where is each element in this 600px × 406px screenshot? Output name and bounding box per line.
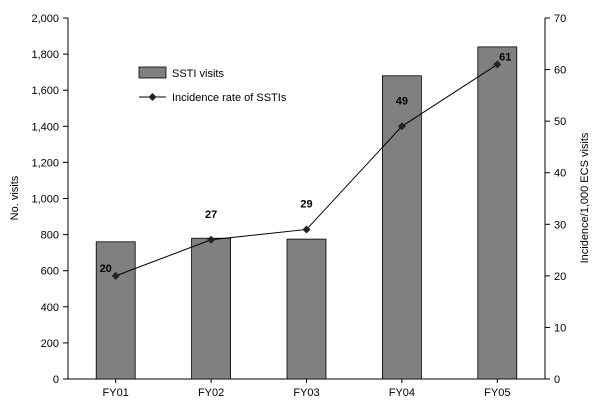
left-tick-label: 1,400: [31, 121, 59, 133]
data-label-fy04: 49: [396, 95, 408, 107]
left-tick-label: 200: [41, 338, 59, 350]
bars-group: [95, 46, 518, 380]
x-tick-label-fy04: FY04: [389, 387, 415, 399]
bar-fy03: [286, 238, 327, 380]
right-tick-label: 50: [554, 116, 566, 128]
bar-fy04: [381, 75, 422, 380]
line-marker-fy02: [207, 235, 216, 244]
right-tick-label: 20: [554, 271, 566, 283]
right-axis-title: Incidence/1,000 ECS visits: [579, 132, 591, 263]
left-tick-label: 600: [41, 266, 59, 278]
line-group: [111, 60, 502, 280]
data-label-fy01: 20: [100, 263, 112, 275]
legend: SSTI visits Incidence rate of SSTIs: [138, 66, 287, 104]
left-tick-label: 0: [53, 374, 59, 386]
line-marker-fy01: [111, 271, 120, 280]
line-marker-fy03: [302, 225, 311, 234]
data-label-fy03: 29: [300, 198, 312, 210]
x-tick-label-fy03: FY03: [293, 387, 319, 399]
left-tick-label: 800: [41, 230, 59, 242]
legend-bar-swatch: [138, 66, 167, 79]
left-tick-label: 1,600: [31, 85, 59, 97]
legend-bar-label: SSTI visits: [172, 68, 224, 80]
bar-fy05: [477, 46, 518, 380]
left-axis-title: No. visits: [9, 175, 21, 220]
line-marker-fy05: [493, 60, 502, 69]
right-tick-label: 30: [554, 219, 566, 231]
bar-fy01: [95, 241, 136, 380]
right-axis-ticks: 0 10 20 30 40 50 60 70: [545, 13, 566, 386]
legend-line-marker: [148, 93, 157, 101]
left-axis-ticks: 0 200 400 600 800 1,000 1,200 1,400 1,600 1,800 2,…: [31, 13, 68, 386]
left-tick-label: 1,800: [31, 49, 59, 61]
left-tick-label: 1,200: [31, 157, 59, 169]
data-label-fy05: 61: [499, 51, 511, 63]
legend-line-label: Incidence rate of SSTIs: [172, 92, 287, 104]
line-marker-fy04: [397, 122, 406, 131]
right-tick-label: 10: [554, 322, 566, 334]
left-tick-label: 2,000: [31, 13, 59, 25]
left-tick-label: 1,000: [31, 194, 59, 206]
right-tick-label: 40: [554, 168, 566, 180]
bar-fy02: [191, 237, 232, 380]
right-tick-label: 0: [554, 374, 560, 386]
right-tick-label: 60: [554, 65, 566, 77]
line-data-labels: 20 27 29 49 61: [100, 51, 512, 274]
right-tick-label: 70: [554, 13, 566, 25]
x-tick-label-fy02: FY02: [198, 387, 224, 399]
x-tick-label-fy01: FY01: [103, 387, 129, 399]
x-tick-label-fy05: FY05: [484, 387, 510, 399]
data-label-fy02: 27: [205, 209, 217, 221]
category-labels: FY01 FY02 FY03 FY04 FY05: [103, 379, 510, 399]
left-tick-label: 400: [41, 302, 59, 314]
